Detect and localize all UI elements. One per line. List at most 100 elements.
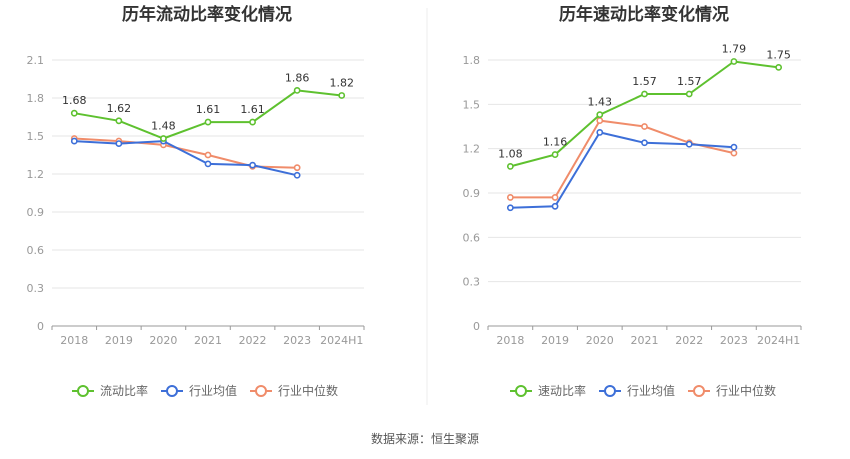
company-data-point [160,135,167,142]
legend-label: 速动比率 [538,383,586,398]
data-label: 1.75 [766,48,791,61]
data-label: 1.16 [543,136,568,149]
company-data-point [338,92,346,99]
data-label: 1.61 [196,103,221,116]
x-tick-label: 2024H1 [757,334,800,347]
company-data-point [70,109,78,117]
x-tick-label: 2022 [239,334,267,347]
company-data-point [249,118,256,126]
median-data-point [730,149,738,157]
avg-data-point [551,202,559,210]
legend-swatch-marker [693,385,705,397]
legend-item-company: 速动比率 [510,383,586,398]
y-tick-label: 0.9 [27,206,45,219]
quick-ratio-chart: 历年速动比率变化情况 0 0.3 0.6 0.9 1.2 1.5 1.8 2018 2019 202… [463,4,802,398]
y-tick-label: 0 [473,320,480,333]
data-label: 1.86 [285,71,310,84]
y-tick-label: 0 [37,320,44,333]
x-tick-label: 2019 [105,334,133,347]
y-tick-label: 1.8 [27,92,45,105]
data-label: 1.48 [151,120,176,133]
source-note: 数据来源：恒生聚源 [371,431,479,446]
avg-data-point [596,129,604,136]
data-label: 1.43 [588,96,613,109]
x-tick-label: 2024H1 [320,334,363,347]
charts-group: 历年流动比率变化情况 0 0.3 0.6 0.9 1.2 1.5 1.8 2.1 2018 2019… [27,4,802,398]
legend-label: 流动比率 [100,383,148,398]
y-tick-label: 1.5 [463,98,481,111]
avg-data-point [70,137,78,145]
median-data-point [204,151,212,159]
company-data-point [685,90,693,98]
avg-data-point [293,171,301,179]
company-data-point [204,118,212,126]
legend-item-avg: 行业均值 [161,383,237,398]
company-data-point [506,162,514,170]
x-tick-label: 2022 [675,334,703,347]
legend-item-company: 流动比率 [72,383,148,398]
y-tick-label: 2.1 [27,54,45,67]
avg-series-line [510,131,734,209]
company-data-point [641,90,648,98]
avg-data-point [730,143,738,151]
y-tick-label: 1.5 [27,130,45,143]
x-tick-label: 2018 [496,334,524,347]
company-data-point [775,63,783,71]
avg-data-point [641,139,648,147]
y-tick-label: 1.2 [27,168,45,181]
data-label: 1.82 [329,76,354,89]
y-tick-label: 0.9 [463,187,481,200]
company-data-point [293,87,301,94]
median-data-point [551,194,559,201]
legend-swatch-marker [166,385,178,397]
y-tick-label: 1.8 [463,54,481,67]
legend-item-median: 行业中位数 [250,383,338,398]
median-data-point [506,194,514,201]
x-tick-label: 2023 [720,334,748,347]
y-tick-label: 1.2 [463,143,481,156]
avg-data-point [115,140,123,147]
legend-item-median: 行业中位数 [688,383,776,398]
x-tick-label: 2021 [631,334,659,347]
y-tick-label: 0.6 [27,244,45,257]
x-tick-label: 2019 [541,334,569,347]
legend-swatch-marker [604,385,616,397]
legend-label: 行业中位数 [278,383,338,398]
median-data-point [641,123,648,130]
avg-data-point [249,161,256,169]
legend-swatch-marker [255,385,267,397]
x-tick-label: 2021 [194,334,222,347]
y-tick-label: 0.3 [463,276,481,289]
x-tick-label: 2023 [283,334,311,347]
current-ratio-chart: 历年流动比率变化情况 0 0.3 0.6 0.9 1.2 1.5 1.8 2.1 2018 2019… [27,4,365,398]
data-label: 1.62 [107,102,132,115]
median-data-point [293,164,301,172]
median-data-point [596,117,604,124]
company-data-point [596,111,604,119]
legend-label: 行业均值 [627,383,675,398]
chart-title: 历年速动比率变化情况 [559,4,729,25]
avg-data-point [685,140,693,148]
avg-data-point [506,204,514,212]
legend-label: 行业均值 [189,383,237,398]
chart-title: 历年流动比率变化情况 [122,4,292,25]
legend-swatch-marker [77,385,89,397]
x-tick-label: 2020 [149,334,177,347]
x-tick-label: 2020 [586,334,614,347]
data-label: 1.57 [632,75,657,88]
x-tick-label: 2018 [60,334,88,347]
data-label: 1.57 [677,75,702,88]
legend-swatch-marker [515,385,527,397]
data-label: 1.79 [722,42,747,55]
y-tick-label: 0.3 [27,282,45,295]
company-data-point [551,151,559,158]
median-series-line [510,119,735,199]
data-label: 1.08 [498,147,523,160]
company-data-point [730,58,738,65]
company-data-point [115,117,123,125]
avg-series-line [74,140,298,177]
avg-data-point [204,160,212,168]
legend-item-avg: 行业均值 [599,383,675,398]
legend-label: 行业中位数 [716,383,776,398]
